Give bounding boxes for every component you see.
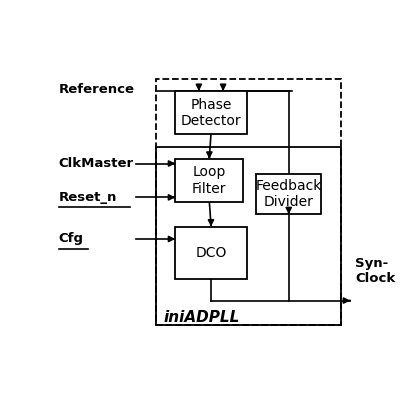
FancyBboxPatch shape [176, 91, 247, 134]
Text: Phase
Detector: Phase Detector [181, 98, 241, 128]
Text: Feedback
Divider: Feedback Divider [255, 179, 322, 209]
Text: Reference: Reference [59, 83, 135, 96]
Text: Cfg: Cfg [59, 232, 84, 246]
Text: Syn-
Clock: Syn- Clock [355, 257, 395, 285]
FancyBboxPatch shape [176, 227, 247, 279]
Text: DCO: DCO [195, 246, 227, 260]
Text: ClkMaster: ClkMaster [59, 157, 134, 170]
Text: Reset_n: Reset_n [59, 191, 117, 204]
FancyBboxPatch shape [176, 159, 243, 202]
Text: iniADPLL: iniADPLL [164, 310, 240, 325]
Text: Loop
Filter: Loop Filter [192, 165, 227, 196]
FancyBboxPatch shape [256, 174, 321, 214]
